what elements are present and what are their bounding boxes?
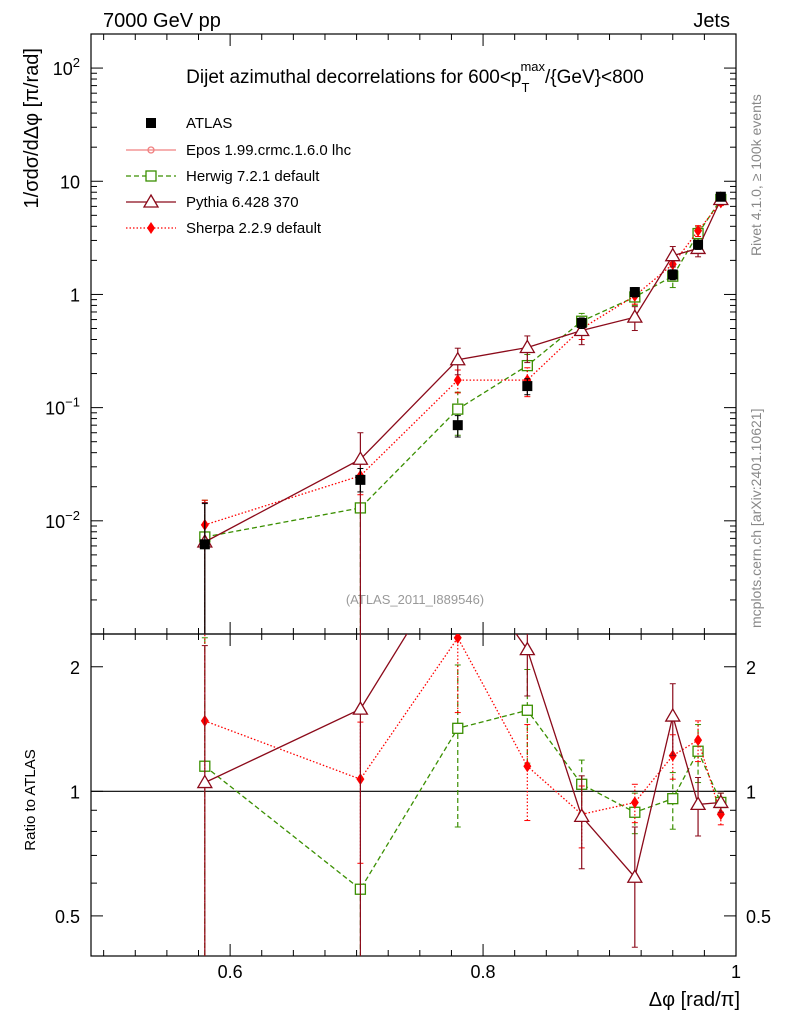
series-sherpa — [200, 634, 725, 956]
legend-label-atlas: ATLAS — [186, 115, 232, 132]
legend-entry-atlas: ATLAS — [146, 115, 232, 132]
herwig-marker — [667, 793, 679, 805]
legend-entry-sherpa: Sherpa 2.2.9 default — [126, 220, 322, 237]
legend-label-epos: Epos 1.99.crmc.1.6.0 lhc — [186, 142, 352, 159]
sherpa-marker — [453, 374, 462, 387]
y-tick-label: 10−1 — [45, 395, 80, 419]
pythia-marker — [451, 544, 465, 556]
pythia-marker — [573, 808, 590, 823]
atlas-marker — [355, 474, 366, 485]
ratio-y-tick-label-right: 1 — [746, 782, 756, 802]
herwig-marker — [521, 704, 533, 716]
ratio-y-tick-label-right: 2 — [746, 658, 756, 678]
ratio-y-tick-label: 2 — [70, 658, 80, 678]
pythia-marker — [626, 868, 643, 883]
pythia-marker — [626, 308, 643, 323]
y-tick-label: 10−2 — [45, 508, 80, 532]
herwig-marker — [452, 722, 464, 734]
pythia-marker — [352, 450, 369, 465]
energy-label: 7000 GeV pp — [103, 10, 221, 32]
series-pythia — [196, 191, 729, 634]
x-axis-label: Δφ [rad/π] — [649, 989, 740, 1011]
ratio-y-tick-label-right: 0.5 — [746, 907, 771, 927]
ratio-y-axis-label: Ratio to ATLAS — [22, 749, 39, 850]
process-label: Jets — [693, 10, 730, 32]
series-pythia — [196, 544, 729, 956]
chart-title: Dijet azimuthal decorrelations for 600<p… — [186, 59, 644, 95]
legend-entry-epos: Epos 1.99.crmc.1.6.0 lhc — [126, 142, 352, 159]
sherpa-marker — [523, 760, 532, 773]
sherpa-marker — [716, 808, 725, 821]
ratio-y-tick-label: 0.5 — [55, 907, 80, 927]
pythia-line — [204, 199, 722, 543]
x-tick-label: 0.8 — [471, 962, 496, 982]
pythia-marker — [664, 247, 681, 262]
pythia-marker — [519, 339, 536, 354]
herwig-marker — [692, 745, 704, 757]
y-tick-label: 102 — [53, 55, 80, 79]
pythia-marker — [352, 700, 369, 715]
herwig-line — [204, 709, 722, 891]
legend-label-herwig: Herwig 7.2.1 default — [186, 168, 320, 185]
x-tick-label: 0.6 — [218, 962, 243, 982]
mcplots-label: mcplots.cern.ch [arXiv:2401.10621] — [748, 409, 764, 628]
sherpa-marker — [694, 224, 703, 237]
y-tick-label: 1 — [70, 285, 80, 305]
atlas-marker — [522, 381, 533, 392]
main-series-layer — [196, 191, 729, 634]
legend-marker-atlas — [146, 118, 156, 128]
legend-entry-pythia: Pythia 6.428 370 — [126, 193, 299, 211]
legend-marker-pythia — [142, 193, 160, 208]
y-axis-label: 1/σdσ/dΔφ [π/rad] — [21, 48, 43, 208]
y-tick-label: 10 — [60, 172, 80, 192]
pythia-marker — [449, 351, 466, 366]
legend-marker-sherpa — [147, 222, 155, 234]
pythia-marker — [712, 794, 729, 809]
ratio-plot-frame — [90, 633, 737, 957]
atlas-marker — [715, 191, 726, 202]
rivet-label: Rivet 4.1.0, ≥ 100k events — [748, 94, 764, 256]
series-atlas — [199, 191, 726, 634]
legend-marker-herwig — [145, 170, 157, 182]
atlas-marker — [693, 239, 704, 250]
sherpa-marker — [453, 634, 462, 644]
atlas-marker — [576, 317, 587, 328]
sherpa-marker — [694, 734, 703, 747]
herwig-marker — [629, 806, 641, 818]
herwig-marker — [452, 403, 464, 415]
pythia-marker — [519, 641, 536, 656]
ratio-series-layer — [196, 544, 729, 956]
sherpa-marker — [630, 796, 639, 809]
legend-entry-herwig: Herwig 7.2.1 default — [126, 168, 320, 185]
herwig-line — [204, 199, 722, 538]
series-herwig — [199, 193, 727, 634]
ratio-y-tick-label: 1 — [70, 782, 80, 802]
pythia-marker — [573, 322, 590, 337]
x-tick-label: 1 — [731, 962, 741, 982]
series-herwig — [199, 637, 727, 956]
series-sherpa — [200, 196, 725, 634]
axes-layer: 0.6 0.8 1 10−2 10−1 1 10 102 0.5 0.5 1 1 2 2 — [45, 33, 771, 982]
legend-label-pythia: Pythia 6.428 370 — [186, 194, 299, 211]
pythia-marker — [196, 774, 213, 789]
analysis-id-label: (ATLAS_2011_I889546) — [346, 592, 484, 607]
legend: ATLAS Epos 1.99.crmc.1.6.0 lhc Herwig 7.… — [126, 115, 352, 237]
atlas-marker — [629, 287, 640, 298]
legend-label-sherpa: Sherpa 2.2.9 default — [186, 220, 322, 237]
atlas-marker — [667, 269, 678, 280]
legend-marker-epos — [147, 146, 155, 154]
pythia-marker — [664, 707, 681, 722]
pythia-marker — [689, 796, 707, 811]
atlas-marker — [199, 539, 210, 550]
atlas-marker — [452, 420, 463, 431]
